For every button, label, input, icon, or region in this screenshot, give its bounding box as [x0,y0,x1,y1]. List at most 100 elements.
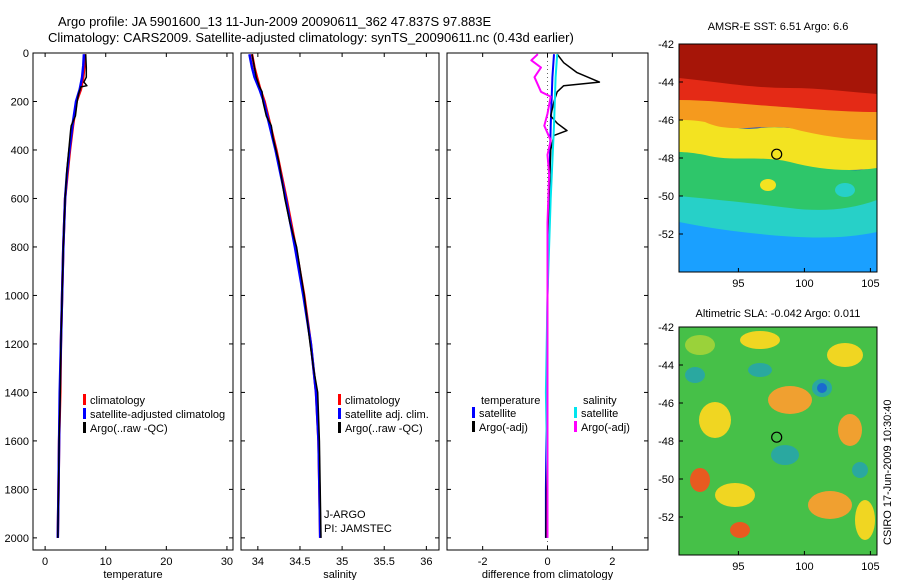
y-tick-label: -50 [658,191,674,203]
series-line [530,53,552,538]
salinity-xlabel: salinity [323,569,357,580]
sla-blob [685,367,705,383]
y-tick-label: 400 [11,145,29,157]
y-tick-label: -48 [658,153,674,165]
y-tick-label: -44 [658,77,674,89]
x-tick-label: 100 [795,561,813,573]
sla-blob [838,414,862,446]
y-tick-label: -42 [658,39,674,51]
x-tick-label: -2 [478,556,488,568]
legend-swatch [574,407,577,418]
y-tick-label: -50 [658,474,674,486]
legend-header: salinity [583,395,617,407]
legend-swatch [472,407,475,418]
x-tick-label: 95 [732,561,744,573]
legend-label: Argo(..raw -QC) [90,423,168,435]
sla-map [678,326,878,556]
legend-swatch [338,422,341,433]
x-tick-label: 35.5 [374,556,395,568]
y-tick-label: -46 [658,115,674,127]
legend-label: Argo(-adj) [581,422,630,434]
temperature-panel: 0 10 20 30 0 200 400 600 800 1000 1200 1400 1600 1800… [5,48,234,580]
x-tick-label: 34 [252,556,264,568]
x-tick-label: 95 [732,278,744,290]
sst-band-green [679,149,877,210]
side-label: CSIRO 17-Jun-2009 10:30:40 [882,399,894,545]
x-tick-label: 100 [795,278,813,290]
temperature-frame [32,52,234,551]
sla-blob [730,522,750,538]
y-tick-label: -44 [658,360,674,372]
sla-blob [817,383,827,393]
sla-blob [699,402,731,438]
sst-band-yellow [679,118,877,170]
salinity-panel: 34 34.5 35 35.5 36 salinity climatology satelli… [240,52,440,580]
sst-band-red [679,76,877,112]
y-tick-label: -52 [658,229,674,241]
sst-eddy-green [708,167,732,183]
x-tick-label: 36 [420,556,432,568]
x-tick-label: 0 [42,556,48,568]
y-tick-label: 1400 [5,387,29,399]
sla-blob [827,343,863,367]
sst-map [678,43,878,273]
y-tick-label: 600 [11,193,29,205]
sla-blob [768,386,812,414]
sla-map-title: Altimetric SLA: -0.042 Argo: 0.011 [696,308,861,320]
sla-argo-marker [771,431,783,443]
y-tick-label: -42 [658,322,674,334]
header-line2: Climatology: CARS2009. Satellite-adjuste… [48,30,574,45]
y-tick-label: 200 [11,96,29,108]
sla-map-axes: 95 100 105 -42 -44 -46 -48 -50 -52 [658,322,879,573]
y-tick-label: 0 [23,48,29,60]
legend-label: satellite adj. clim. [345,409,429,421]
sst-eddy-yellow [760,179,776,191]
x-tick-label: 0 [544,556,550,568]
legend-label: satellite [479,408,516,420]
x-tick-label: 30 [221,556,233,568]
sst-map-title: AMSR-E SST: 6.51 Argo: 6.6 [708,21,849,33]
legend-swatch [83,422,86,433]
sst-argo-marker [771,148,783,160]
legend-label: climatology [90,395,146,407]
header-line1: Argo profile: JA 5901600_13 11-Jun-2009 … [58,14,492,29]
sla-blob [852,462,868,478]
y-tick-label: 1200 [5,339,29,351]
y-tick-label: 2000 [5,533,29,545]
series-line [251,54,322,538]
legend-label: satellite-adjusted climatolog [90,409,225,421]
legend-label: satellite [581,408,618,420]
legend-swatch [472,421,475,432]
legend-header: temperature [481,395,540,407]
x-tick-label: 20 [160,556,172,568]
sla-blob [690,468,710,492]
y-tick-label: -48 [658,436,674,448]
legend-label: Argo(..raw -QC) [345,423,423,435]
y-tick-label: 800 [11,242,29,254]
pi-text: PI: JAMSTEC [324,523,392,535]
sla-blob [685,335,715,355]
x-tick-label: 34.5 [289,556,310,568]
y-tick-label: -46 [658,398,674,410]
x-tick-label: 2 [609,556,615,568]
y-tick-label: 1800 [5,484,29,496]
difference-xlabel: difference from climatology [482,569,614,580]
sla-blob [715,483,755,507]
legend-label: climatology [345,395,401,407]
x-tick-label: 105 [861,561,879,573]
pi-text: J-ARGO [324,509,366,521]
y-tick-label: -52 [658,512,674,524]
sla-blob [771,445,799,465]
legend-swatch [83,408,86,419]
sst-band-darkred [679,44,877,94]
x-tick-label: 105 [861,278,879,290]
x-tick-label: 35 [336,556,348,568]
legend-swatch [338,408,341,419]
sst-eddy-cyan [835,183,855,197]
y-tick-label: 1000 [5,290,29,302]
y-tick-label: 1600 [5,436,29,448]
series-line [57,54,88,538]
sla-blob [748,363,772,377]
